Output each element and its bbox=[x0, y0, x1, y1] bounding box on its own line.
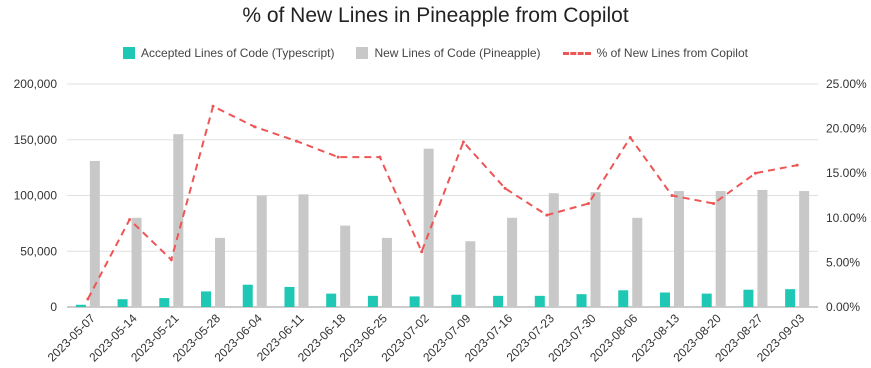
legend-item-new-lines: New Lines of Code (Pineapple) bbox=[356, 46, 541, 60]
bar-new-lines bbox=[715, 191, 726, 307]
line-point-percent bbox=[378, 155, 382, 159]
bar-new-lines bbox=[215, 237, 226, 307]
bar-new-lines bbox=[256, 195, 267, 307]
bar-new-lines bbox=[507, 217, 518, 307]
line-point-percent bbox=[294, 139, 298, 143]
bar-new-lines bbox=[381, 237, 392, 307]
y-left-tick-label: 50,000 bbox=[20, 244, 57, 258]
line-point-percent bbox=[461, 140, 465, 144]
line-point-percent bbox=[753, 171, 757, 175]
bar-accepted bbox=[534, 295, 545, 307]
y-left-tick-label: 200,000 bbox=[14, 77, 58, 91]
bar-accepted bbox=[117, 299, 128, 307]
bar-new-lines bbox=[590, 192, 601, 307]
legend-swatch-accepted bbox=[123, 47, 136, 59]
y-left-tick-label: 0 bbox=[50, 300, 57, 314]
bar-new-lines bbox=[632, 217, 643, 307]
chart-title: % of New Lines in Pineapple from Copilot bbox=[242, 4, 629, 27]
bar-new-lines bbox=[548, 193, 559, 307]
line-point-percent bbox=[587, 202, 591, 206]
line-point-percent bbox=[336, 155, 340, 159]
bar-accepted bbox=[326, 293, 337, 307]
y-left-tick-label: 100,000 bbox=[14, 189, 58, 203]
bar-accepted bbox=[743, 289, 754, 307]
bar-accepted bbox=[659, 292, 670, 307]
legend-swatch-new-lines bbox=[356, 47, 369, 59]
line-point-percent bbox=[545, 213, 549, 217]
bar-accepted bbox=[785, 289, 796, 307]
bar-accepted bbox=[618, 290, 629, 307]
bar-accepted bbox=[576, 294, 587, 307]
line-point-percent bbox=[503, 186, 507, 190]
y-right-tick-label: 25.00% bbox=[826, 77, 867, 91]
bar-new-lines bbox=[799, 191, 810, 307]
line-point-percent bbox=[128, 218, 132, 222]
bar-accepted bbox=[201, 291, 212, 307]
y-right-tick-label: 20.00% bbox=[826, 122, 867, 136]
y-left-tick-label: 150,000 bbox=[14, 133, 58, 147]
line-point-percent bbox=[169, 258, 173, 262]
legend-label-percent: % of New Lines from Copilot bbox=[596, 46, 748, 60]
y-right-tick-label: 15.00% bbox=[826, 166, 867, 180]
bar-new-lines bbox=[757, 189, 768, 307]
line-point-percent bbox=[795, 163, 799, 167]
line-point-percent bbox=[253, 125, 257, 129]
bar-new-lines bbox=[89, 160, 100, 307]
y-right-tick-label: 10.00% bbox=[826, 211, 867, 225]
bar-new-lines bbox=[340, 225, 351, 307]
bar-accepted bbox=[242, 284, 253, 307]
bar-accepted bbox=[409, 296, 420, 307]
legend-label-new-lines: New Lines of Code (Pineapple) bbox=[374, 46, 541, 60]
bar-new-lines bbox=[298, 194, 309, 307]
bar-accepted bbox=[701, 293, 712, 307]
bar-new-lines bbox=[465, 241, 476, 307]
line-point-percent bbox=[628, 136, 632, 140]
legend-item-accepted: Accepted Lines of Code (Typescript) bbox=[123, 46, 334, 60]
y-right-tick-label: 0.00% bbox=[826, 300, 860, 314]
legend-label-accepted: Accepted Lines of Code (Typescript) bbox=[141, 46, 335, 60]
bar-accepted bbox=[451, 294, 462, 307]
line-percent-copilot bbox=[86, 104, 798, 300]
legend-swatch-percent bbox=[562, 51, 591, 55]
y-right-tick-label: 5.00% bbox=[826, 255, 860, 269]
legend-item-percent: % of New Lines from Copilot bbox=[562, 46, 748, 60]
line-point-percent bbox=[712, 202, 716, 206]
bar-accepted bbox=[284, 286, 295, 307]
line-point-percent bbox=[211, 104, 215, 108]
line-point-percent bbox=[86, 297, 90, 301]
bar-new-lines bbox=[423, 148, 434, 307]
legend: Accepted Lines of Code (Typescript) New … bbox=[0, 46, 871, 60]
bar-accepted bbox=[493, 295, 504, 307]
bar-accepted bbox=[75, 304, 86, 307]
bar-new-lines bbox=[131, 217, 142, 307]
bar-new-lines bbox=[173, 134, 184, 307]
bar-accepted bbox=[159, 298, 170, 307]
bar-new-lines bbox=[673, 191, 684, 307]
line-point-percent bbox=[670, 194, 674, 197]
line-point-percent bbox=[420, 250, 424, 254]
bar-accepted bbox=[367, 295, 378, 307]
